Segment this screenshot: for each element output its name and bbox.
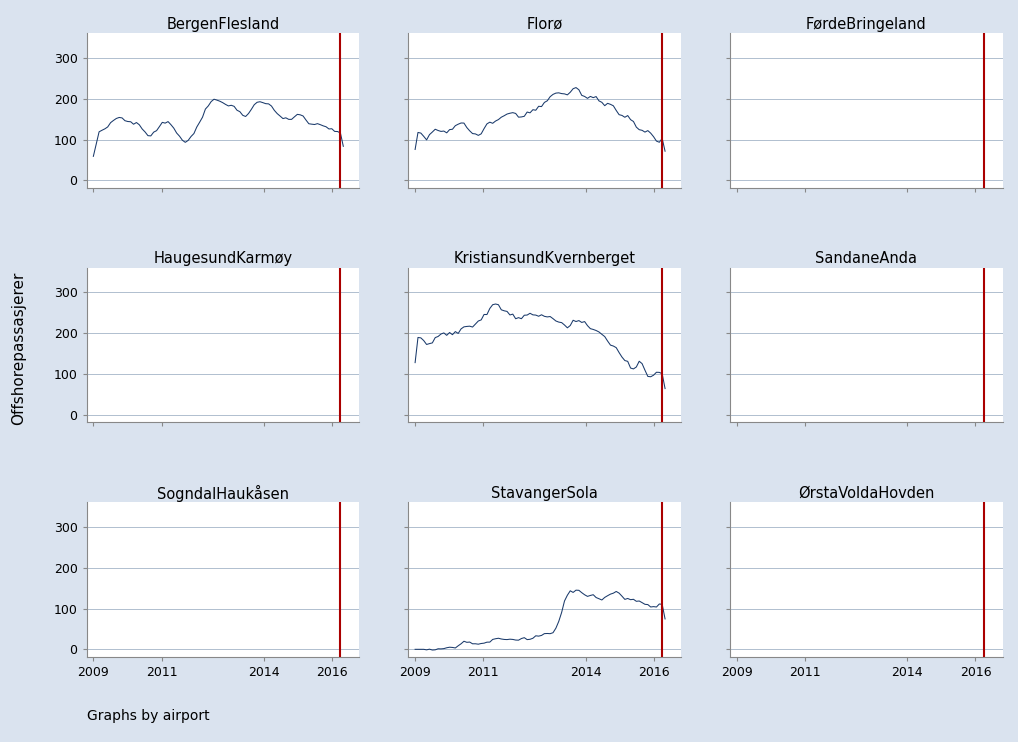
Text: Offshorepassasjerer: Offshorepassasjerer [11, 272, 25, 425]
Text: Graphs by airport: Graphs by airport [87, 709, 209, 723]
